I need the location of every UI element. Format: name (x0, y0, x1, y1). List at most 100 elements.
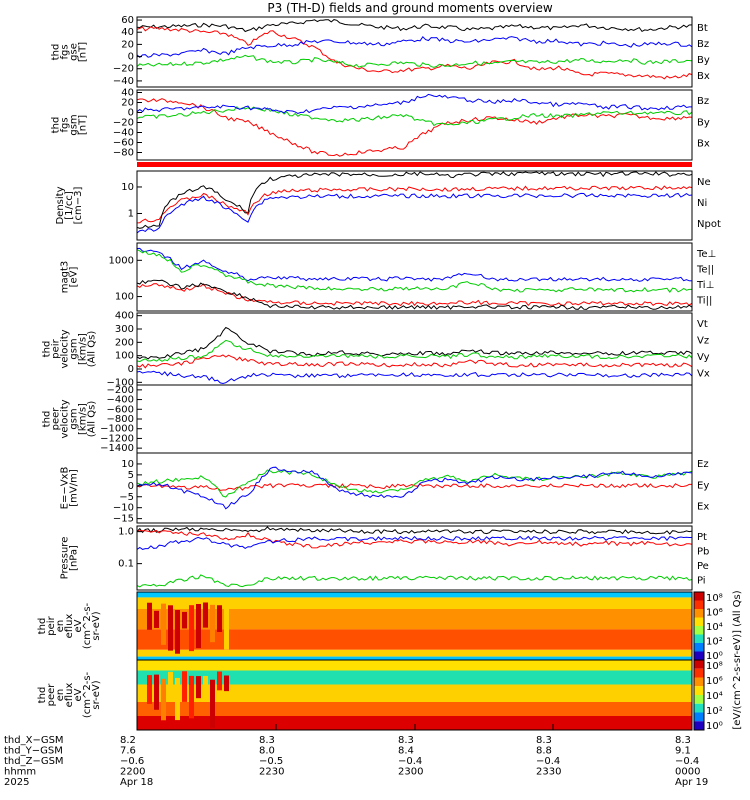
legend-entry: Ni (697, 198, 707, 209)
x-row-value: Apr 18 (120, 777, 153, 788)
legend-entry: Bt (697, 23, 708, 34)
y-axis-label-line: gsm (69, 338, 80, 359)
y-axis-label-line: thd (51, 44, 62, 61)
series-line-Vy (136, 339, 693, 363)
y-axis-label-line: peer (51, 407, 62, 431)
legend-entry: Pe (697, 561, 709, 572)
legend-entry: Bx (697, 139, 710, 150)
y-tick-label: −40 (113, 76, 134, 87)
colorbar-tick: 10⁸ (706, 593, 723, 604)
panel-frame (136, 525, 693, 591)
y-axis-label-line: peer (46, 683, 57, 707)
y-tick-label: −20 (113, 64, 134, 75)
x-row-value: 8.8 (536, 746, 552, 757)
panel-frame (136, 170, 693, 241)
legend-entry: Pb (697, 547, 709, 558)
y-axis-label-line: thd (42, 411, 53, 428)
spectrogram-burst (182, 671, 187, 702)
y-tick-label: 1000 (109, 255, 134, 266)
legend-entry: Pi (697, 576, 706, 587)
y-tick-label: 400 (115, 311, 134, 322)
y-tick-label: 300 (115, 324, 134, 335)
y-axis-label-line: en (55, 689, 66, 702)
series-line-Bz (136, 26, 693, 80)
y-tick-label: 100 (115, 351, 134, 362)
y-tick-label: 0 (128, 481, 134, 492)
y-tick-label: −100 (107, 377, 134, 388)
y-axis-label-line: [km/s] (78, 333, 89, 365)
y-axis-label-line: [cm−3] (73, 187, 84, 225)
y-axis-label-line: sr-eV) (91, 611, 102, 640)
y-axis-label-line: [nPa] (69, 545, 80, 571)
colorbar-segment (694, 634, 704, 643)
colorbar-tick: 10⁴ (706, 622, 723, 633)
x-row-value: −0.4 (398, 756, 422, 767)
legend-entry: Vt (697, 319, 708, 330)
y-tick-label: 0.1 (118, 559, 134, 570)
y-axis-label-line: [1/cc] (64, 191, 75, 220)
colorbar-segment (694, 712, 704, 722)
y-tick-label: 40 (121, 88, 134, 99)
y-axis-label-line: peir (46, 615, 57, 635)
spectrogram-burst (196, 603, 201, 649)
colorbar-segment (694, 703, 704, 713)
x-row-value: 8.3 (398, 735, 414, 746)
series-line-By (136, 54, 693, 68)
y-tick-label: 0 (128, 108, 134, 119)
colorbar-tick: 10⁶ (706, 608, 723, 619)
spectrogram-burst (161, 603, 166, 645)
y-tick-label: −600 (107, 404, 134, 415)
spectrogram-band (137, 684, 692, 702)
spectrogram-band (137, 649, 692, 657)
panel-frame (136, 242, 693, 312)
x-row-value: 7.6 (120, 746, 136, 757)
spectrogram-burst (203, 602, 208, 628)
y-axis-label-line: thd (37, 618, 48, 635)
colorbar-segment (694, 643, 704, 652)
y-tick-label: −15 (113, 514, 134, 525)
y-tick-label: 10 (121, 459, 134, 470)
y-axis-label-line: [nT] (78, 42, 89, 62)
y-axis-label-line: fgs (60, 44, 71, 59)
y-tick-label: −1200 (100, 433, 134, 444)
x-row-value: 8.0 (259, 746, 275, 757)
y-axis-label-line: en (55, 620, 66, 633)
series-line-Pi (136, 535, 692, 550)
legend-entry: Ti|| (696, 296, 712, 307)
y-tick-label: −800 (107, 414, 134, 425)
y-axis-label-line: gsm (69, 114, 80, 135)
y-tick-label: −1400 (100, 443, 134, 454)
series-line-Vx (136, 370, 693, 385)
colorbar-tick: 10⁰ (706, 721, 723, 732)
series-line-Bt (136, 19, 693, 33)
y-tick-label: 20 (121, 39, 134, 50)
spectrogram-burst (224, 607, 229, 650)
y-axis-label-line: Pressure (60, 537, 71, 580)
series-line-Vt (136, 326, 693, 360)
spectrogram-burst (189, 675, 194, 719)
spectrogram-band (137, 592, 692, 598)
series-line-Te⊥ (136, 283, 693, 307)
x-row-value: 2330 (536, 767, 561, 778)
legend-entry: Vy (697, 352, 710, 363)
x-row-value: −0.4 (675, 756, 699, 767)
spectrogram-burst (168, 605, 173, 651)
legend-entry: Ey (697, 480, 709, 491)
spectrogram-burst (154, 610, 159, 628)
colorbar-segment (694, 677, 704, 687)
series-line-Te|| (136, 279, 693, 310)
y-axis-label-line: fgs (60, 117, 71, 132)
x-row-label: thd_X−GSM (4, 735, 64, 746)
series-line-Pt (136, 526, 693, 535)
spectrogram-band (137, 670, 692, 685)
colorbar-segment (694, 626, 704, 635)
series-line-Ni (136, 171, 693, 229)
series-line-Pb (136, 529, 693, 549)
series-line-Ne (136, 185, 693, 224)
y-tick-label: 60 (121, 15, 134, 26)
spectrogram-burst (154, 674, 159, 710)
legend-entry: Vz (697, 336, 709, 347)
